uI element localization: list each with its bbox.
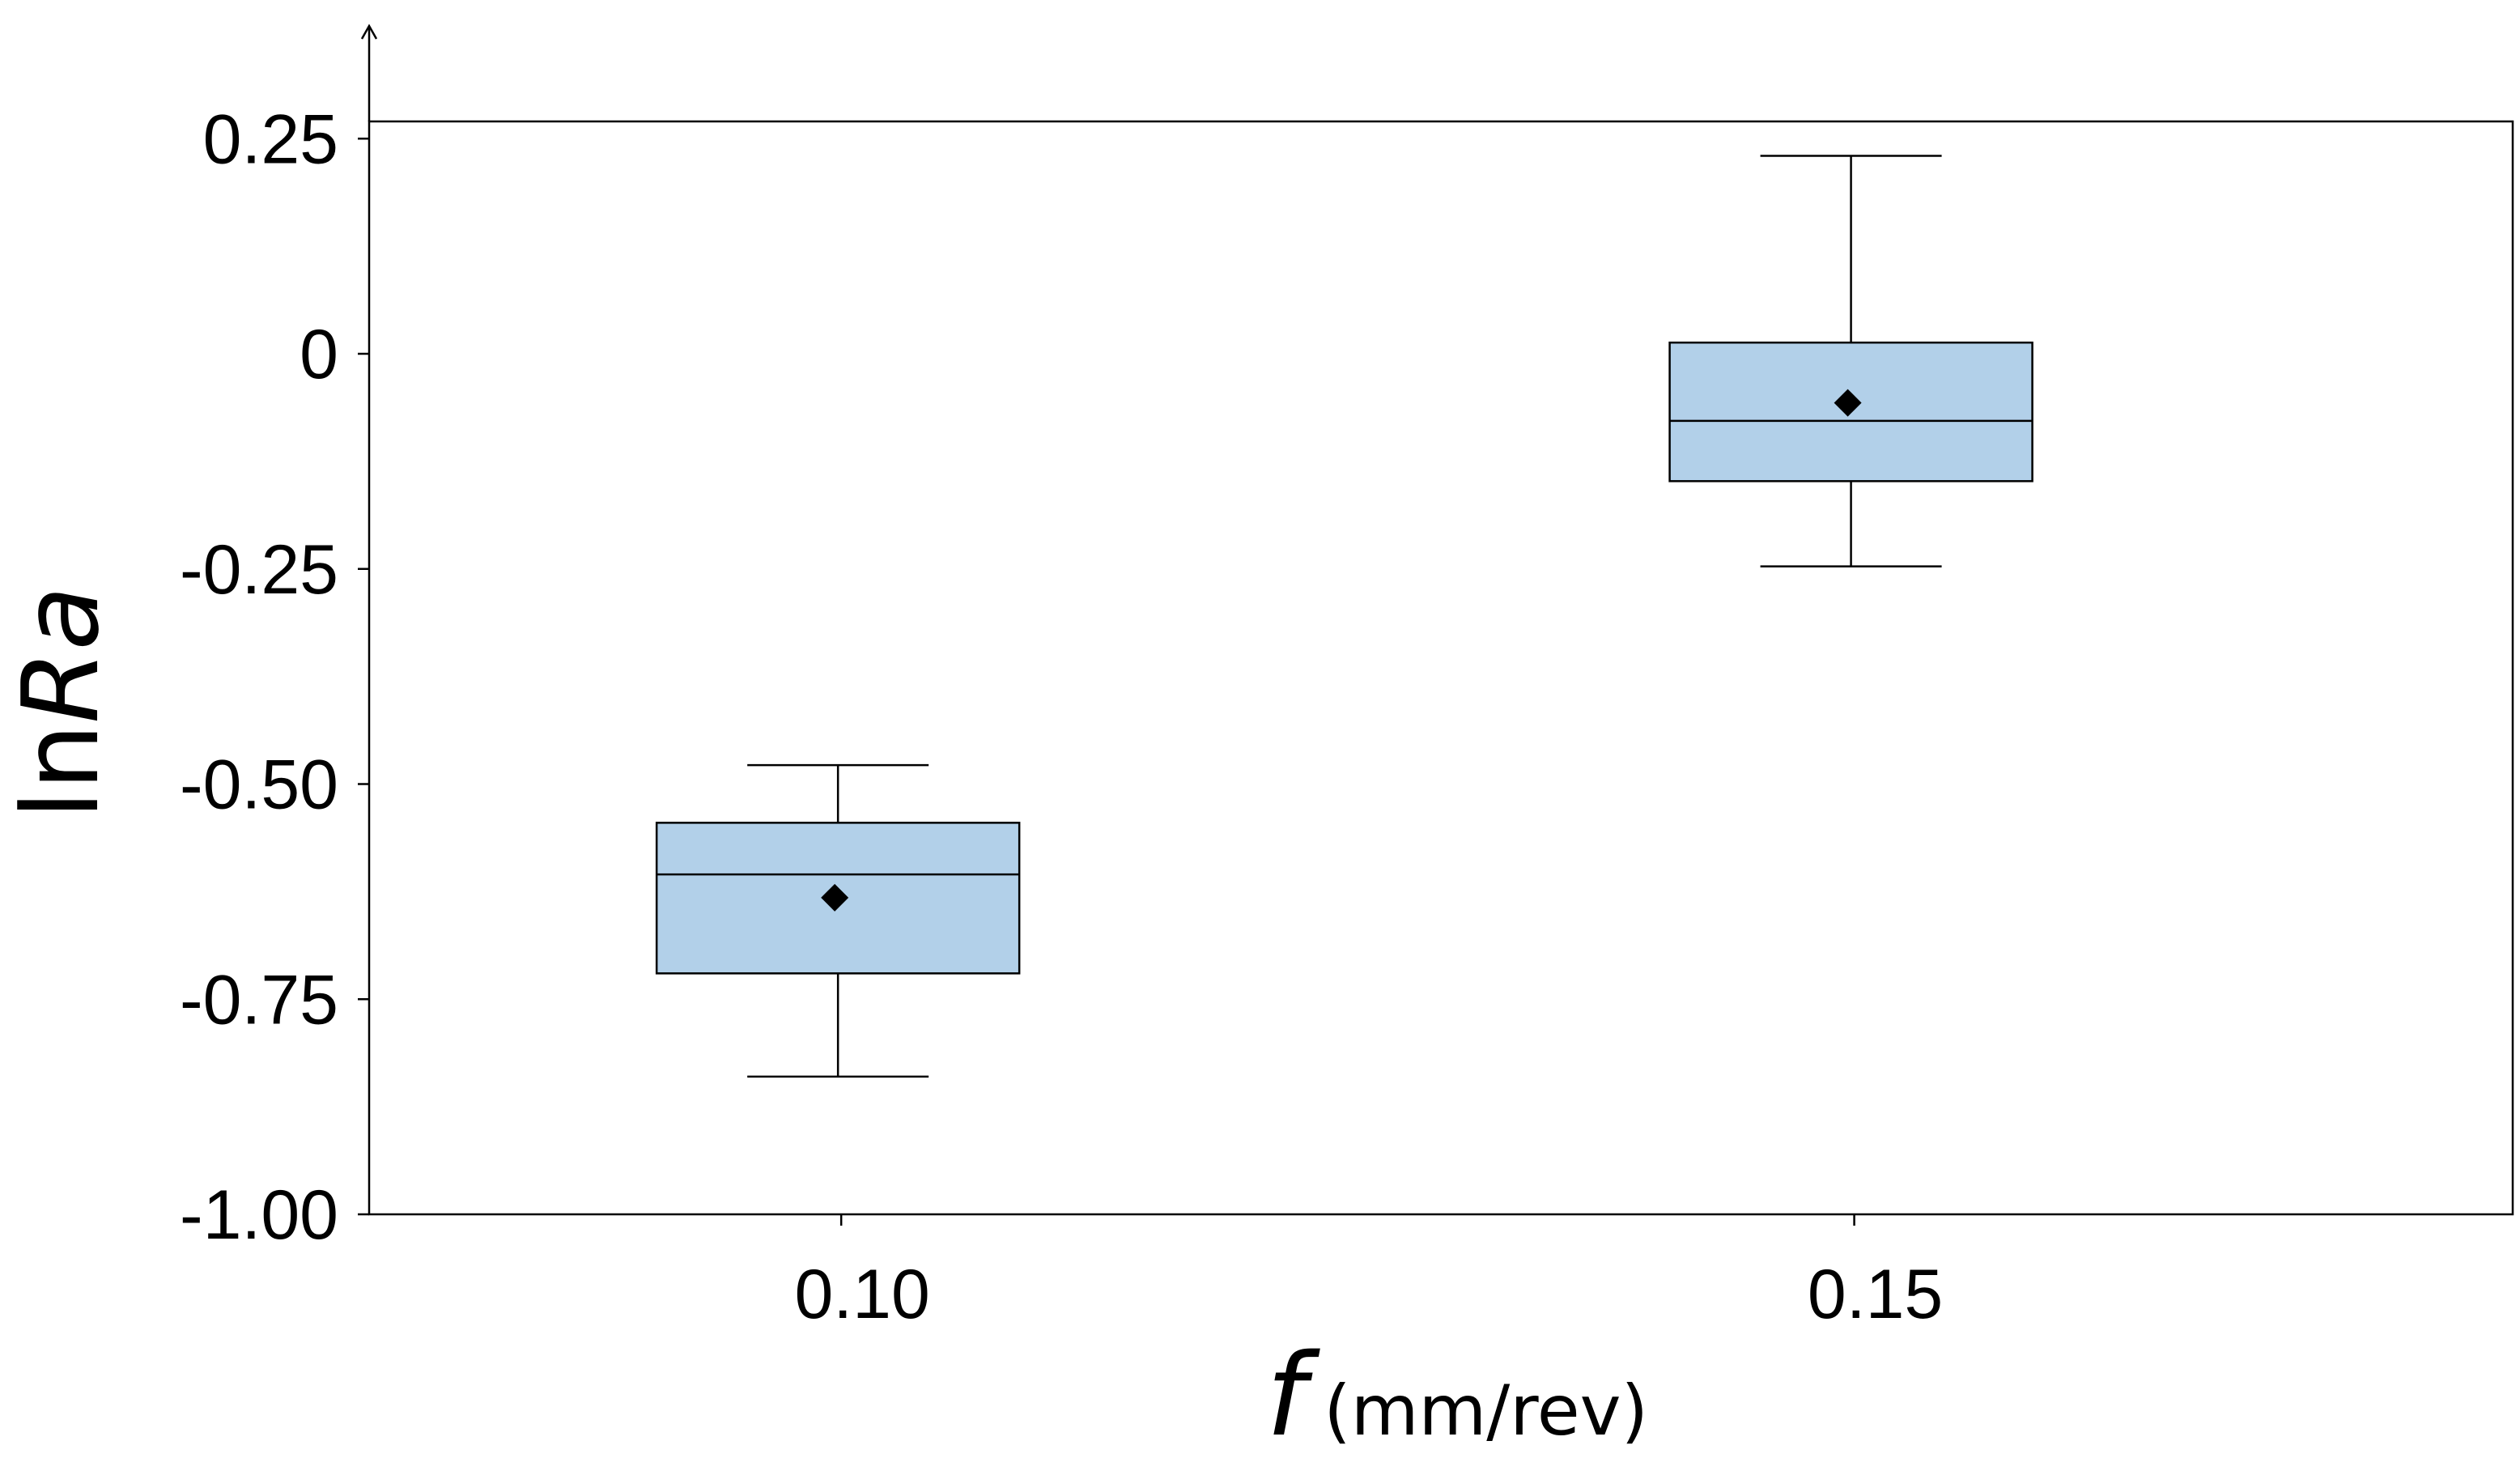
mean-marker xyxy=(1834,389,1862,417)
y-tick-label: -0.50 xyxy=(180,746,338,824)
y-axis-arrow xyxy=(360,23,378,40)
y-axis-title-symbol: Ra xyxy=(0,586,122,724)
y-axis: 0.25 0 -0.25 -0.50 -0.75 -1.00 xyxy=(180,23,378,1254)
y-tick-label: -1.00 xyxy=(180,1176,338,1254)
y-tick-label: 0.25 xyxy=(203,100,338,178)
mean-marker xyxy=(821,883,849,912)
x-axis-title-symbol: f xyxy=(1266,1330,1320,1462)
box-0.15 xyxy=(1668,155,2033,567)
x-axis-title: f (mm/rev) xyxy=(1266,1330,1648,1462)
x-axis: 0.10 0.15 xyxy=(794,1214,1943,1333)
y-axis-title-prefix: ln xyxy=(0,724,122,820)
y-tick-label: -0.75 xyxy=(180,961,338,1039)
box-0.10 xyxy=(655,763,1021,1078)
y-tick-label: 0 xyxy=(300,316,338,393)
y-axis-title: lnRa xyxy=(0,586,122,820)
boxes xyxy=(655,155,2033,1078)
plot-frame xyxy=(368,120,2514,1216)
x-tick-label: 0.10 xyxy=(794,1256,929,1333)
x-tick-label: 0.15 xyxy=(1808,1256,1943,1333)
plot-frame-group xyxy=(368,120,2514,1216)
x-axis-title-unit: (mm/rev) xyxy=(1324,1371,1648,1452)
y-tick-label: -0.25 xyxy=(180,531,338,609)
